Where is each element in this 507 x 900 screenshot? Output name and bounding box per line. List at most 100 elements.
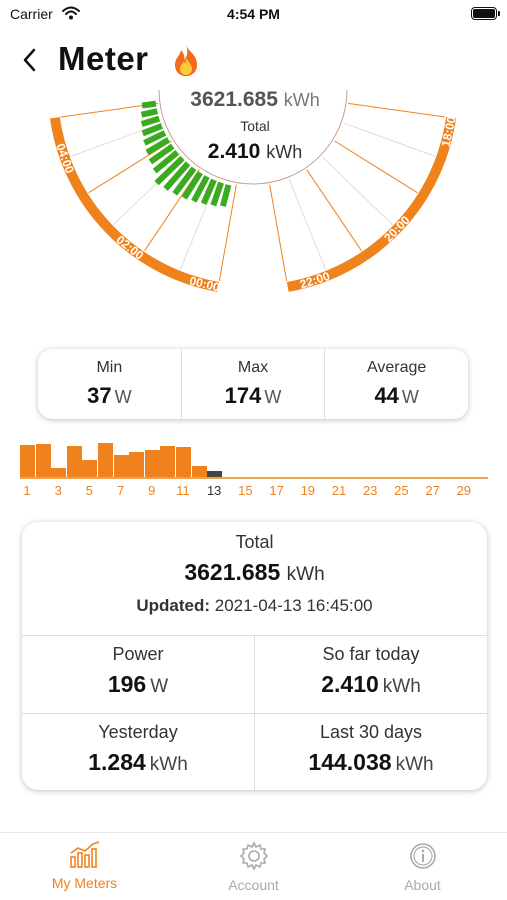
chart-icon bbox=[69, 841, 99, 868]
day-label: 25 bbox=[394, 483, 409, 498]
day-bar[interactable] bbox=[113, 455, 129, 477]
summary-total-label: Total bbox=[235, 532, 274, 552]
tab-my-meters[interactable]: My Meters bbox=[0, 833, 169, 900]
dial-usage-bar bbox=[140, 108, 158, 118]
dial-hour-label: 22:00 bbox=[298, 269, 332, 292]
tab-about[interactable]: About bbox=[338, 833, 507, 900]
stat-average: Average 44 W bbox=[324, 349, 468, 419]
yesterday-label: Yesterday bbox=[98, 722, 178, 742]
day-label: 15 bbox=[238, 483, 253, 498]
dial-usage-bar bbox=[152, 150, 180, 174]
summary-total-unit: kWh bbox=[286, 564, 325, 585]
dial-usage-bar bbox=[154, 155, 185, 186]
day-label: 17 bbox=[269, 483, 284, 498]
day-bar[interactable] bbox=[207, 471, 223, 477]
summary-row-1: Power 196 W So far today 2.410 kWh bbox=[22, 636, 487, 713]
day-bar[interactable] bbox=[176, 447, 191, 477]
dial-arc-right bbox=[286, 117, 457, 292]
stat-min-label: Min bbox=[96, 359, 123, 376]
stat-max-label: Max bbox=[237, 359, 269, 376]
day-bar[interactable] bbox=[98, 443, 113, 477]
dial-spoke bbox=[269, 184, 288, 282]
yesterday-value: 1.284 bbox=[88, 749, 146, 775]
day-bar[interactable] bbox=[35, 444, 51, 477]
day-label: 3 bbox=[54, 483, 62, 498]
wifi-icon bbox=[62, 6, 80, 20]
stat-average-unit: W bbox=[401, 387, 419, 407]
stat-min-unit: W bbox=[114, 387, 132, 407]
dial-today: 2.410 kWh bbox=[150, 140, 360, 164]
updated-value: 2021-04-13 16:45:00 bbox=[214, 596, 373, 615]
tab-about-label: About bbox=[404, 877, 441, 893]
summary-total-value: 3621.685 bbox=[184, 559, 281, 585]
dial-hour-label: 04:00 bbox=[53, 142, 77, 176]
day-label: 27 bbox=[425, 483, 440, 498]
consumption-dial: 00:00 02:00 04:00 18:00 20:00 22:00 3621.685 … bbox=[0, 80, 507, 350]
day-bar[interactable] bbox=[51, 468, 67, 477]
day-label: 5 bbox=[85, 483, 93, 498]
dial-spoke bbox=[347, 102, 446, 118]
dial-usage-bar bbox=[191, 175, 210, 203]
dial-total-value: 3621.685 bbox=[190, 88, 278, 111]
last-30-days-value: 144.038 bbox=[308, 749, 392, 775]
stat-max-value: 174 bbox=[224, 383, 262, 408]
info-icon bbox=[409, 843, 436, 869]
day-label: 29 bbox=[456, 483, 472, 498]
tab-account[interactable]: Account bbox=[169, 833, 338, 900]
day-bar[interactable] bbox=[191, 466, 207, 477]
daily-chart[interactable]: 1 3 5 7 9 11 13 15 17 19 21 23 25 27 29 bbox=[20, 436, 488, 500]
day-bar[interactable] bbox=[66, 446, 82, 477]
dial-usage-bar bbox=[181, 171, 203, 200]
status-bar: Carrier 4:54 PM bbox=[0, 0, 507, 30]
power-value: 196 bbox=[107, 671, 147, 697]
stat-min: Min 37 W bbox=[38, 349, 181, 419]
tab-my-meters-label: My Meters bbox=[51, 875, 118, 891]
power-label: Power bbox=[112, 644, 164, 664]
stat-max-unit: W bbox=[264, 387, 282, 407]
dial-arc-left bbox=[49, 117, 220, 292]
day-bar[interactable] bbox=[20, 445, 35, 477]
dial-spoke bbox=[288, 178, 327, 271]
clock: 4:54 PM bbox=[227, 6, 280, 22]
dial-spoke bbox=[218, 184, 237, 282]
power-stats: Min 37 W Max 174 W Average 44 W bbox=[38, 349, 468, 419]
day-label: 19 bbox=[300, 483, 316, 498]
dial-usage-bar bbox=[172, 166, 197, 196]
stat-max: Max 174 W bbox=[180, 349, 325, 419]
back-chevron-icon[interactable] bbox=[18, 44, 42, 76]
day-bar[interactable] bbox=[82, 460, 98, 477]
dial-spoke bbox=[60, 102, 159, 118]
stat-average-label: Average bbox=[367, 359, 427, 376]
dial-total-unit: kWh bbox=[283, 90, 320, 110]
day-bar[interactable] bbox=[129, 452, 145, 477]
dial-spoke bbox=[321, 156, 393, 226]
stat-average-value: 44 bbox=[374, 383, 399, 408]
so-far-today-value: 2.410 bbox=[321, 671, 379, 697]
dial-usage-bar bbox=[141, 100, 157, 109]
dial-total-label: Total bbox=[240, 118, 270, 134]
day-bar[interactable] bbox=[160, 446, 176, 477]
dial-inner-ring bbox=[158, 89, 348, 185]
yesterday-unit: kWh bbox=[149, 754, 188, 775]
so-far-today-unit: kWh bbox=[382, 676, 421, 697]
fire-icon bbox=[175, 44, 197, 76]
day-label: 21 bbox=[331, 483, 347, 498]
battery-icon bbox=[471, 7, 500, 20]
day-label: 9 bbox=[148, 483, 156, 498]
last-30-days-label: Last 30 days bbox=[319, 722, 423, 742]
stat-min-value: 37 bbox=[87, 383, 112, 408]
dial-spoke bbox=[343, 122, 436, 157]
dial-hour-label: 00:00 bbox=[188, 274, 221, 295]
dial-usage-bar bbox=[200, 178, 217, 205]
dial-usage-bar bbox=[210, 181, 224, 207]
day-label: 23 bbox=[362, 483, 378, 498]
day-label: 13 bbox=[206, 483, 222, 498]
so-far-today-label: So far today bbox=[322, 644, 420, 664]
yesterday-cell: Yesterday 1.284 kWh bbox=[22, 714, 254, 790]
day-bar[interactable] bbox=[144, 450, 160, 477]
tab-bar: My Meters Account About bbox=[0, 832, 507, 900]
dial-usage-bar bbox=[220, 184, 232, 207]
gear-icon bbox=[239, 841, 268, 871]
summary-total-section: Total 3621.685 kWh Updated: 2021-04-13 1… bbox=[22, 522, 487, 636]
